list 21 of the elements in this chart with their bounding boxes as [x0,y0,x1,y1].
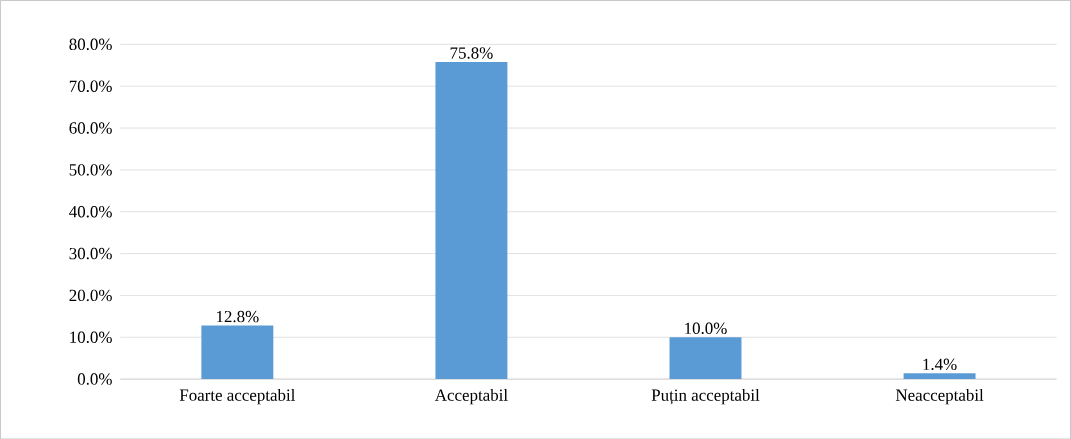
x-tick-label: Neacceptabil [895,388,984,405]
y-tick-label: 30.0% [69,247,112,260]
bar [435,61,508,379]
bar [669,337,742,379]
x-tick-label: Acceptabil [434,388,508,405]
x-tick-label: Foarte acceptabil [179,388,296,405]
bar [201,325,274,379]
data-label: 75.8% [450,47,493,59]
data-label: 12.8% [216,310,259,323]
y-tick-label: 70.0% [69,80,112,92]
x-tick-label: Puțin acceptabil [651,388,760,405]
data-label: 1.4% [923,358,957,370]
y-tick-label: 50.0% [69,163,112,176]
y-tick-label: 10.0% [70,331,112,343]
y-tick-label: 40.0% [69,205,112,218]
y-tick-label: 80.0% [69,38,112,50]
y-tick-label: 0.0% [77,373,112,385]
bar [903,373,976,379]
y-tick-label: 20.0% [69,289,112,301]
y-tick-label: 60.0% [69,122,112,134]
data-label: 10.0% [685,322,727,334]
